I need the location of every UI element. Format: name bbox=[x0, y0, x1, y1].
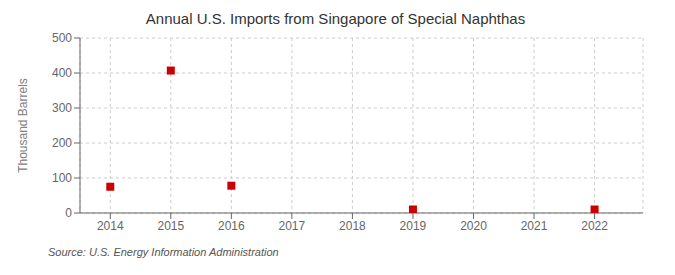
svg-text:2014: 2014 bbox=[97, 219, 124, 233]
svg-text:500: 500 bbox=[52, 31, 72, 45]
svg-text:0: 0 bbox=[65, 206, 72, 220]
svg-text:2021: 2021 bbox=[521, 219, 548, 233]
svg-text:200: 200 bbox=[52, 136, 72, 150]
svg-text:2019: 2019 bbox=[400, 219, 427, 233]
svg-text:2015: 2015 bbox=[157, 219, 184, 233]
svg-text:300: 300 bbox=[52, 101, 72, 115]
html-text:Annual U.S. Imports from Singa: Annual U.S. Imports from Singapore of Sp… bbox=[145, 10, 526, 27]
svg-text:2022: 2022 bbox=[581, 219, 608, 233]
html-text:Source: U.S. Energy Informatio: Source: U.S. Energy Information Administ… bbox=[48, 246, 279, 258]
svg-text:2020: 2020 bbox=[460, 219, 487, 233]
svg-text:2018: 2018 bbox=[339, 219, 366, 233]
svg-text:2017: 2017 bbox=[279, 219, 306, 233]
svg-text:Thousand Barrels: Thousand Barrels bbox=[16, 78, 30, 173]
svg-text:400: 400 bbox=[52, 66, 72, 80]
svg-text:2016: 2016 bbox=[218, 219, 245, 233]
svg-text:100: 100 bbox=[52, 171, 72, 185]
